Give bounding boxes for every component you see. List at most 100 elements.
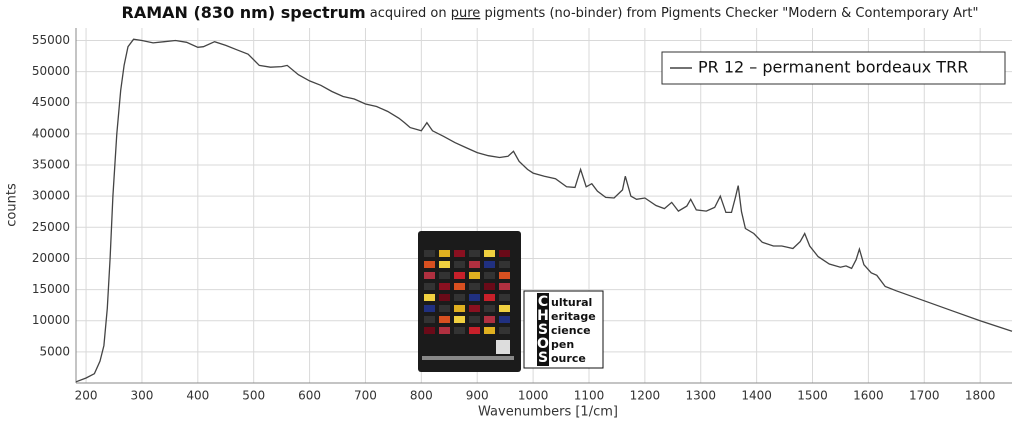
swatch: [499, 327, 510, 334]
swatch: [484, 305, 495, 312]
x-tick-label: 600: [298, 389, 321, 403]
swatch: [499, 316, 510, 323]
swatch: [499, 294, 510, 301]
title-text: acquired on: [366, 6, 451, 21]
y-tick-label: 25000: [32, 220, 70, 234]
y-tick-label: 10000: [32, 313, 70, 327]
grid: [76, 28, 1012, 383]
swatch: [424, 283, 435, 290]
swatch: [469, 250, 480, 257]
x-tick-label: 300: [130, 389, 153, 403]
swatch: [469, 283, 480, 290]
x-tick-label: 1200: [630, 389, 661, 403]
legend: PR 12 – permanent bordeaux TRR: [661, 51, 1006, 85]
logo-letter: H: [537, 308, 549, 324]
swatch: [469, 294, 480, 301]
swatch: [424, 305, 435, 312]
x-tick-label: 1800: [965, 389, 996, 403]
logo-word: ource: [551, 352, 586, 365]
swatch: [439, 272, 450, 279]
logo-word: eritage: [551, 310, 596, 323]
x-tick-label: 1300: [685, 389, 716, 403]
swatch: [499, 272, 510, 279]
y-tick-label: 5000: [39, 344, 70, 358]
title-text: pigments (no-binder) from Pigments Check…: [480, 6, 978, 21]
swatch: [439, 327, 450, 334]
swatch-grid: [424, 250, 510, 334]
logo-letter: S: [538, 350, 548, 366]
swatch: [454, 261, 465, 268]
logo-letter: C: [538, 294, 548, 310]
x-tick-label: 1500: [797, 389, 828, 403]
y-tick-label: 30000: [32, 189, 70, 203]
swatch: [454, 272, 465, 279]
legend-box: [661, 51, 1006, 85]
y-tick-label: 45000: [32, 95, 70, 109]
swatch: [424, 327, 435, 334]
x-tick-label: 1600: [853, 389, 884, 403]
swatch: [484, 294, 495, 301]
logo-word: ultural: [551, 296, 592, 309]
y-tick-label: 35000: [32, 158, 70, 172]
y-tick-label: 40000: [32, 126, 70, 140]
logo-letter: S: [538, 322, 548, 338]
swatch: [484, 283, 495, 290]
y-axis-label: counts: [5, 183, 20, 227]
y-tick-label: 55000: [32, 33, 70, 47]
y-tick-label: 50000: [32, 64, 70, 78]
legend-label: PR 12 – permanent bordeaux TRR: [698, 58, 968, 77]
x-tick-label: 800: [410, 389, 433, 403]
swatch: [484, 327, 495, 334]
x-tick-label: 500: [242, 389, 265, 403]
swatch: [469, 327, 480, 334]
swatch: [424, 316, 435, 323]
swatch: [424, 294, 435, 301]
x-axis-label: Wavenumbers [1/cm]: [478, 405, 618, 420]
swatch: [424, 272, 435, 279]
swatch: [439, 250, 450, 257]
x-tick-label: 1000: [518, 389, 549, 403]
logo-word: cience: [551, 324, 591, 337]
pigment-checker-image: [418, 231, 521, 372]
y-tick-label: 15000: [32, 282, 70, 296]
swatch: [439, 283, 450, 290]
swatch: [499, 305, 510, 312]
swatch: [484, 316, 495, 323]
swatch: [439, 305, 450, 312]
swatch: [484, 272, 495, 279]
swatch: [454, 316, 465, 323]
logo-letter: O: [537, 336, 549, 352]
card-caption: [422, 356, 514, 360]
swatch: [454, 305, 465, 312]
logo-column: [537, 293, 549, 366]
swatch: [454, 250, 465, 257]
swatch: [484, 261, 495, 268]
x-tick-label: 400: [186, 389, 209, 403]
plot-area: [75, 38, 1013, 383]
x-tick-label: 200: [75, 389, 98, 403]
swatch: [454, 327, 465, 334]
swatch: [439, 261, 450, 268]
swatch: [424, 261, 435, 268]
y-tick-label: 20000: [32, 251, 70, 265]
x-tick-label: 900: [466, 389, 489, 403]
swatch: [499, 250, 510, 257]
x-tick-label: 1700: [909, 389, 940, 403]
chart-title: RAMAN (830 nm) spectrum acquired on pure…: [122, 3, 979, 22]
swatch: [469, 261, 480, 268]
logo-word: pen: [551, 338, 574, 351]
swatch: [469, 272, 480, 279]
swatch: [469, 305, 480, 312]
x-tick-label: 1400: [741, 389, 772, 403]
swatch: [454, 294, 465, 301]
swatch: [469, 316, 480, 323]
swatch: [439, 294, 450, 301]
swatch: [454, 283, 465, 290]
title-underlined: pure: [451, 6, 481, 21]
swatch: [424, 250, 435, 257]
x-tick-label: 700: [354, 389, 377, 403]
qr-code: [496, 340, 510, 354]
swatch: [499, 283, 510, 290]
title-bold: RAMAN (830 nm) spectrum: [122, 3, 366, 22]
